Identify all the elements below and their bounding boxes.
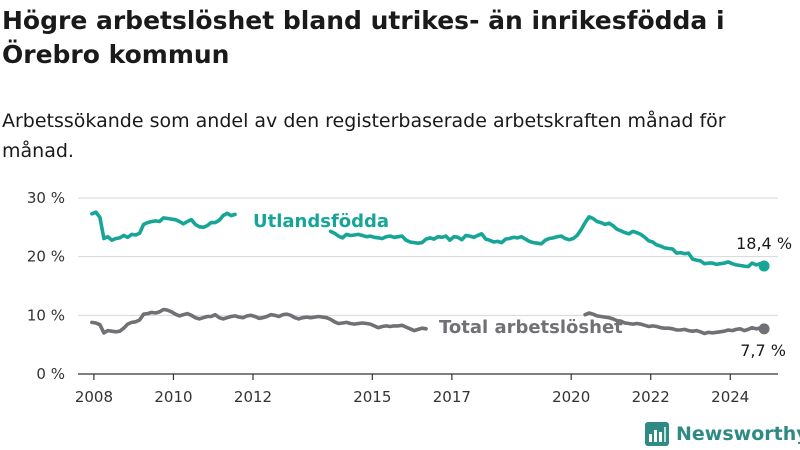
x-tick-label: 2015 (353, 388, 391, 406)
x-tick-label: 2017 (433, 388, 471, 406)
y-tick-label: 10 % (27, 306, 65, 324)
x-tick-label: 2024 (711, 388, 749, 406)
x-axis: 2008 2010 2012 2015 2017 2020 2022 2024 (75, 373, 778, 406)
end-label-total: 7,7 % (740, 341, 786, 360)
y-tick-label: 20 % (27, 248, 65, 266)
x-tick-label: 2012 (234, 388, 272, 406)
y-axis: 0 % 10 % 20 % 30 % (27, 189, 65, 383)
brand-name: Newsworthy (676, 423, 800, 445)
x-tick-label: 2010 (154, 388, 192, 406)
series-label-utlandsfodda: Utlandsfödda (253, 211, 389, 232)
x-tick-label: 2022 (632, 388, 670, 406)
gridlines (78, 197, 778, 316)
end-label-utlandsfodda: 18,4 % (736, 234, 792, 253)
chart-subtitle: Arbetssökande som andel av den registerb… (2, 110, 726, 162)
y-tick-label: 0 % (36, 365, 65, 383)
series-labels: Utlandsfödda Total arbetslöshet 18,4 % 7,7 … (253, 211, 792, 360)
y-tick-label: 30 % (27, 189, 65, 207)
brand-logo: Newsworthy (645, 420, 800, 448)
x-tick-label: 2020 (552, 388, 590, 406)
x-tick-label: 2008 (75, 388, 113, 406)
series-label-total: Total arbetslöshet (439, 317, 623, 338)
total-endpoint (758, 323, 770, 335)
series-lines (90, 210, 770, 336)
total-line (90, 307, 766, 336)
chart-title: Högre arbetslöshet bland utrikes- än inr… (2, 6, 725, 69)
utlandsfodda-endpoint (758, 260, 770, 272)
bar-chart-logo-icon (645, 422, 669, 446)
utlandsfodda-line (90, 210, 766, 269)
